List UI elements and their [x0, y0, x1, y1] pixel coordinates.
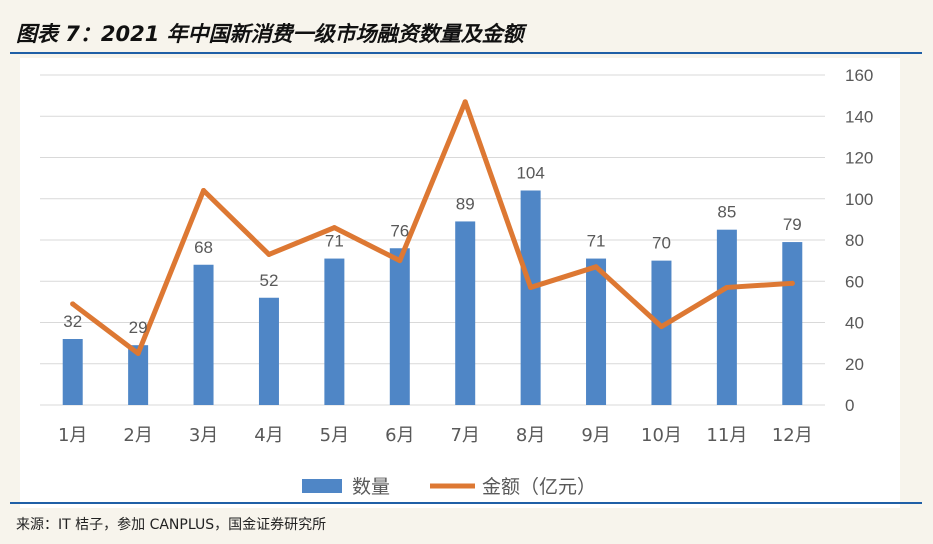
x-tick-label: 10月 [641, 425, 682, 446]
line-point [462, 99, 468, 105]
bar-data-label: 52 [259, 271, 278, 290]
x-tick-label: 2月 [123, 425, 152, 446]
y-tick-label: 0 [845, 396, 854, 415]
bar [716, 229, 737, 405]
bar [782, 242, 803, 405]
x-tick-label: 9月 [581, 425, 610, 446]
bar-layer [62, 190, 803, 405]
y-tick-label: 120 [845, 149, 873, 168]
bar [324, 258, 345, 405]
grid-layer [40, 74, 825, 406]
line-point [266, 251, 272, 257]
y-tick-label: 40 [845, 314, 864, 333]
line-point [397, 258, 403, 264]
line-series-amount [70, 99, 795, 356]
bar-data-label: 89 [456, 194, 475, 213]
line-point [789, 280, 795, 286]
x-tick-label: 11月 [706, 425, 747, 446]
bar-data-label: 29 [129, 318, 148, 337]
chart: 32 29 68 52 71 76 89 104 71 70 85 79 0 20 40 60 80 100 12… [40, 66, 873, 498]
line-point [331, 225, 337, 231]
line-layer [70, 99, 795, 356]
x-tick-label: 12月 [772, 425, 813, 446]
x-tick-label: 4月 [254, 425, 283, 446]
bar-data-label: 68 [194, 238, 213, 257]
y-tick-label: 80 [845, 231, 864, 250]
bar [520, 190, 541, 405]
line-point [528, 284, 534, 290]
legend-label-line: 金额（亿元） [482, 476, 596, 498]
bar [258, 297, 279, 405]
label-layer: 32 29 68 52 71 76 89 104 71 70 85 79 [63, 164, 802, 338]
legend-swatch-bar [302, 479, 342, 493]
line-point [135, 350, 141, 356]
bar-data-label: 32 [63, 312, 82, 331]
bar [651, 260, 672, 405]
x-tick-label: 3月 [189, 425, 218, 446]
line-point [593, 264, 599, 270]
x-tick-label: 7月 [450, 425, 479, 446]
bar [193, 264, 214, 405]
chart-title: 图表 7：2021 年中国新消费一级市场融资数量及金额 [16, 22, 524, 46]
x-tick-label: 6月 [385, 425, 414, 446]
legend-label-bar: 数量 [352, 476, 390, 498]
line-point [201, 188, 207, 193]
bar [128, 345, 149, 405]
x-tick-label: 1月 [58, 425, 87, 446]
axis-layer: 0 20 40 60 80 100 120 140 160 1月 2月 3月 4月 5月 6月 7月 8月 9月 1… [58, 66, 873, 446]
source-bar: 来源：IT 桔子，参加 CANPLUS，国金证券研究所 [10, 502, 922, 542]
x-tick-label: 5月 [320, 425, 349, 446]
y-tick-label: 20 [845, 355, 864, 374]
y-tick-label: 140 [845, 107, 873, 126]
bar-data-label: 76 [390, 221, 409, 240]
y-tick-label: 60 [845, 272, 864, 291]
bar [62, 339, 83, 405]
x-tick-label: 8月 [516, 425, 545, 446]
line-point [658, 324, 664, 330]
title-bar: 图表 7：2021 年中国新消费一级市场融资数量及金额 [10, 12, 922, 54]
bar-data-label: 71 [587, 232, 606, 251]
chart-frame: 32 29 68 52 71 76 89 104 71 70 85 79 0 20 40 60 80 100 12… [20, 58, 900, 508]
bar [389, 248, 410, 405]
bar-data-label: 71 [325, 232, 344, 251]
bar [455, 221, 476, 405]
line-point [70, 301, 76, 307]
bar-data-label: 79 [783, 215, 802, 234]
bar-data-label: 85 [717, 203, 736, 222]
line-point [724, 284, 730, 290]
y-tick-label: 100 [845, 190, 873, 209]
y-tick-label: 160 [845, 66, 873, 85]
source-note: 来源：IT 桔子，参加 CANPLUS，国金证券研究所 [16, 517, 327, 533]
bar-data-label: 104 [516, 164, 544, 183]
bar-data-label: 70 [652, 234, 671, 253]
legend-layer: 数量 金额（亿元） [302, 476, 596, 498]
bar [586, 258, 607, 405]
